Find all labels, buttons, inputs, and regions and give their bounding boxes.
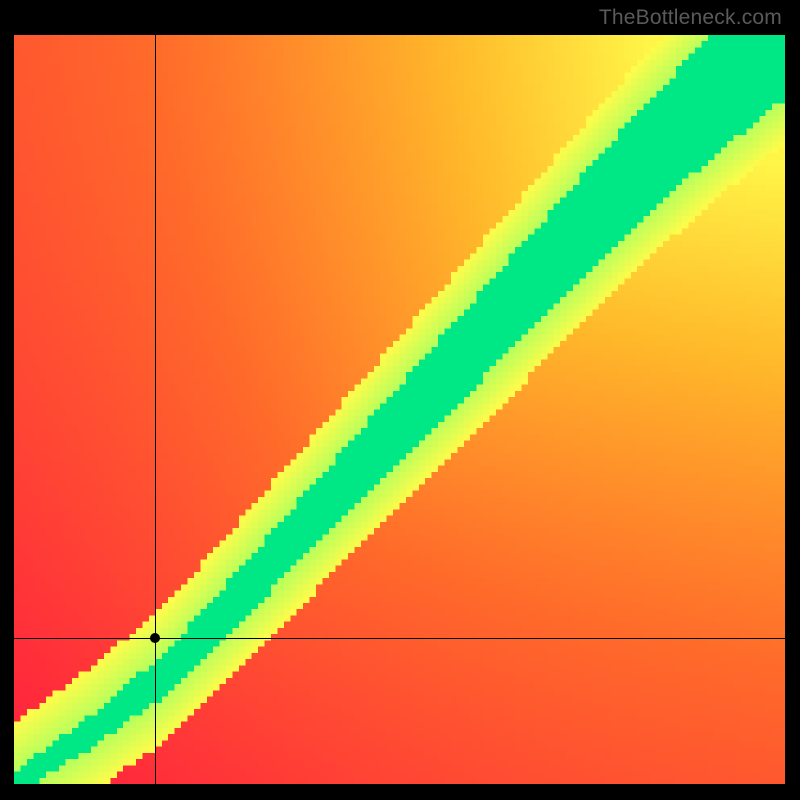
chart-container: TheBottleneck.com <box>0 0 800 800</box>
watermark-text: TheBottleneck.com <box>599 6 782 30</box>
crosshair-marker <box>150 633 160 643</box>
heatmap-canvas <box>14 35 785 784</box>
heatmap-plot <box>14 35 785 784</box>
crosshair-horizontal <box>14 638 785 639</box>
crosshair-vertical <box>155 35 156 784</box>
